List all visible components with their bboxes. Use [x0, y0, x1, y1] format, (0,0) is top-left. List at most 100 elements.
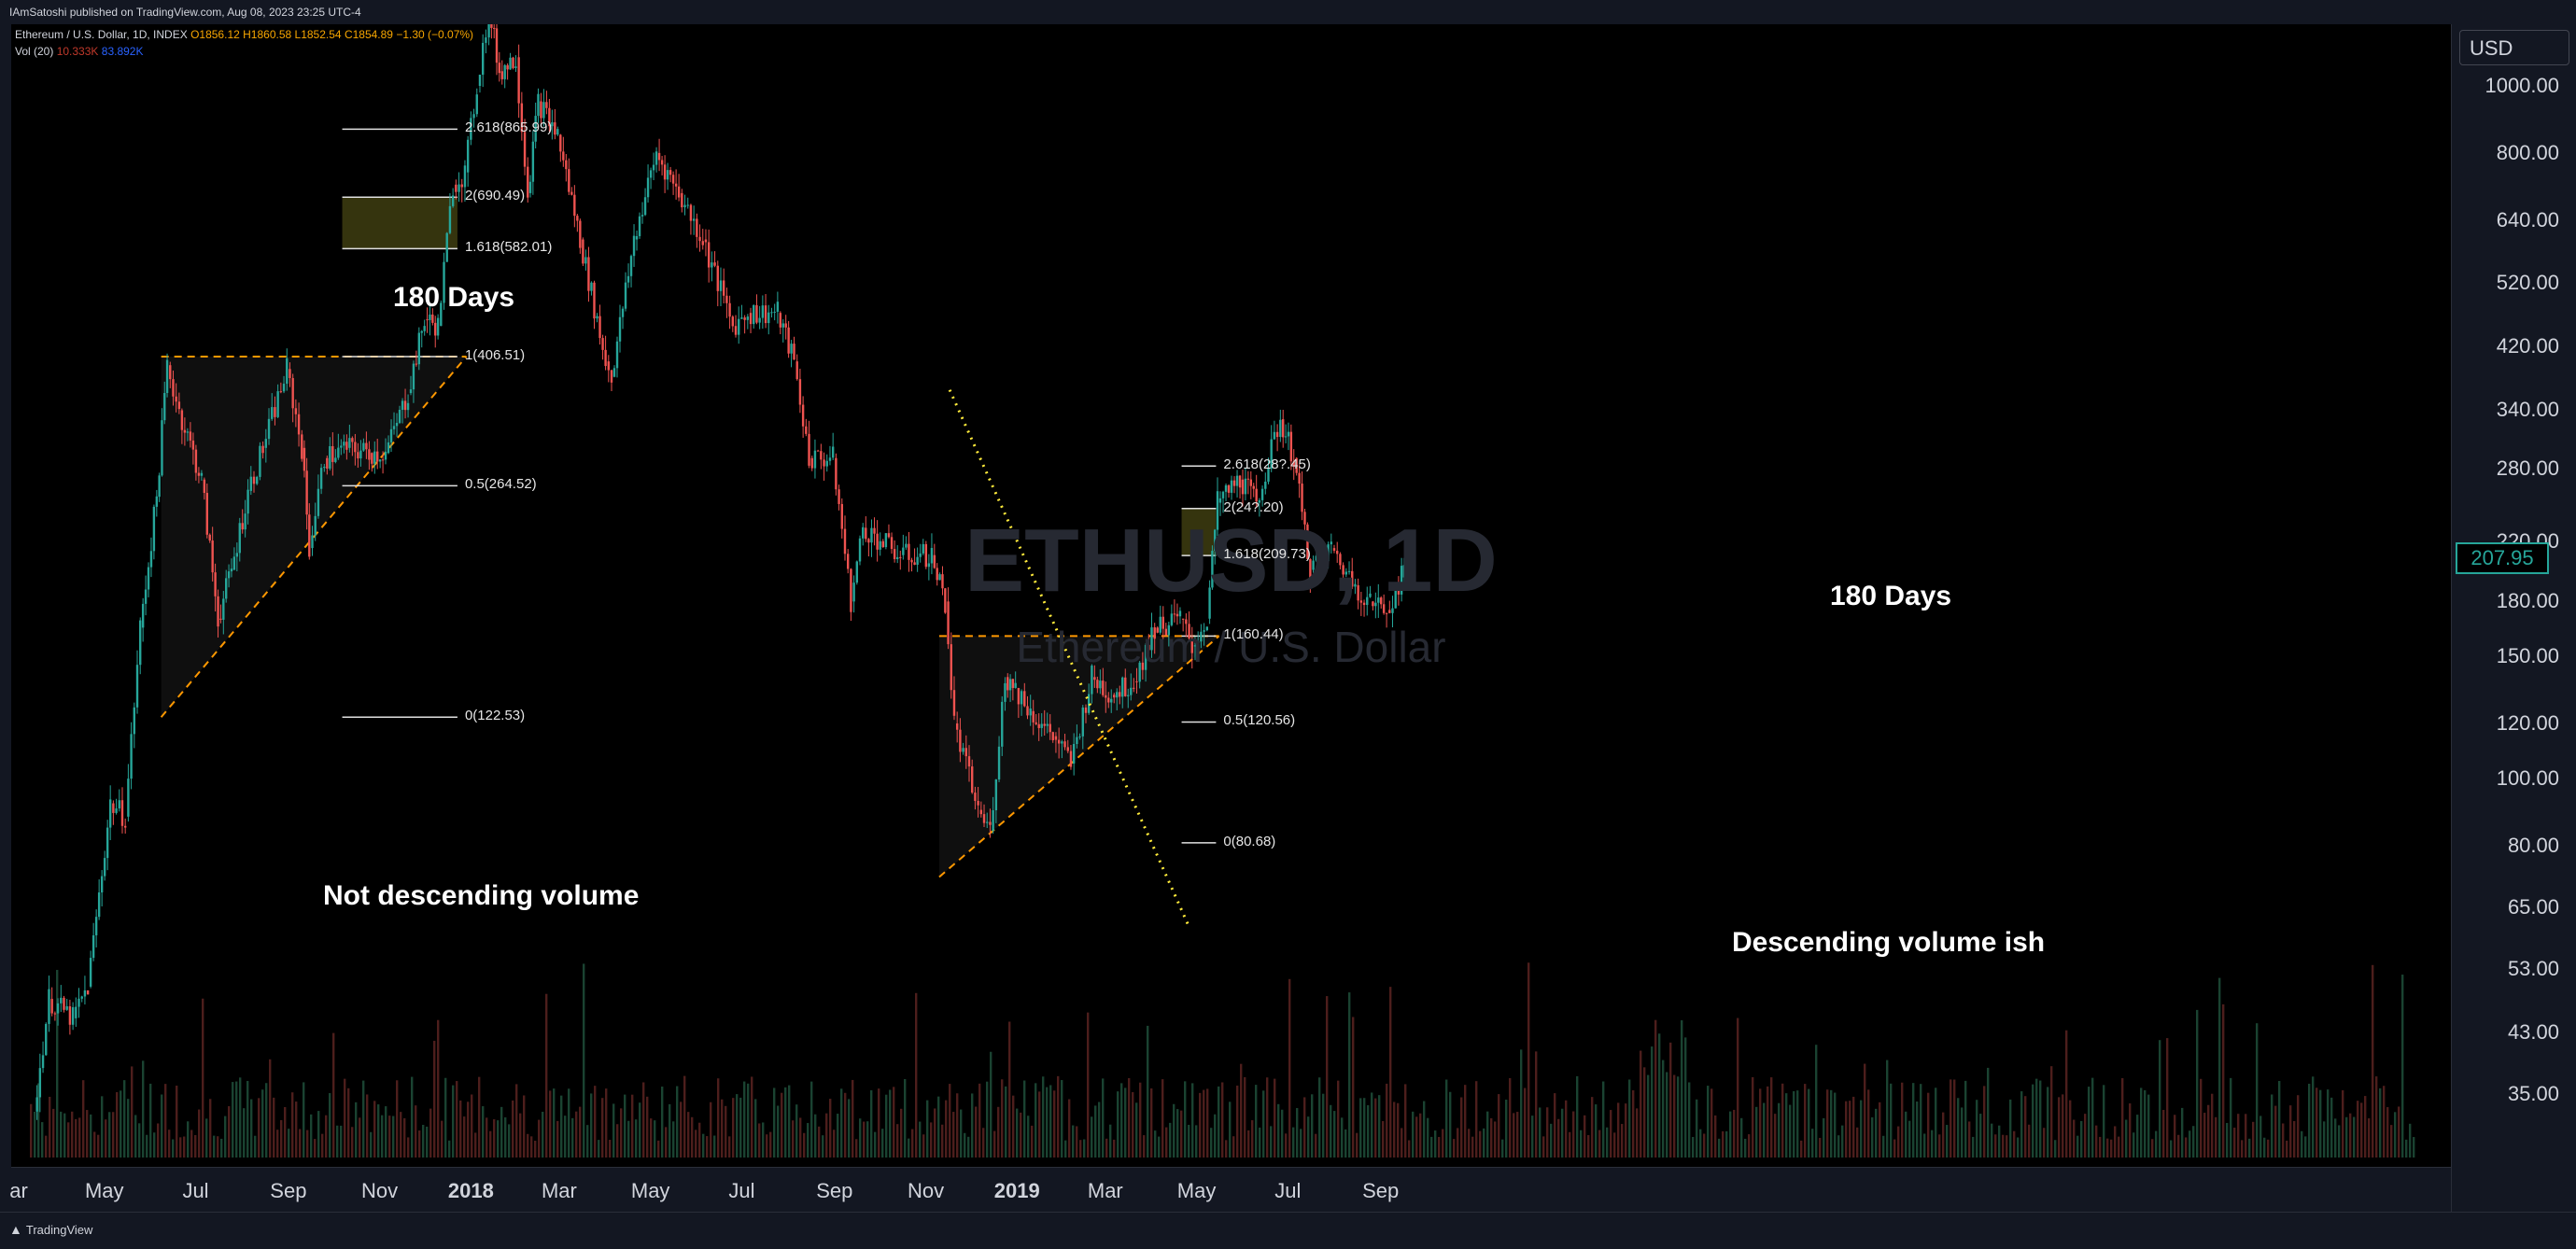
candle-body — [896, 556, 899, 559]
volume-bar — [713, 1135, 716, 1158]
candle-body — [1011, 679, 1015, 688]
volume-bar — [1942, 1112, 1945, 1158]
candle-body — [1397, 589, 1401, 595]
candle-body — [781, 323, 784, 328]
time-tick-label: Jul — [1274, 1179, 1302, 1202]
candle-body — [865, 527, 867, 540]
volume-bar — [1322, 1093, 1325, 1158]
volume-bar — [2218, 977, 2221, 1158]
volume-bar — [2166, 1038, 2169, 1158]
fib-target-zone-1 — [1181, 508, 1217, 556]
volume-bar — [710, 1102, 712, 1158]
candle-body — [1224, 484, 1228, 492]
candle-body — [852, 582, 855, 602]
candle-body — [517, 57, 520, 104]
price-tick-label: 180.00 — [2496, 589, 2559, 613]
volume-bar — [317, 1111, 320, 1158]
volume-bar — [228, 1106, 231, 1158]
volume-bar — [1808, 1088, 1810, 1158]
volume-bar — [1677, 1076, 1680, 1158]
candle-body — [1196, 641, 1200, 646]
currency-button[interactable]: USD — [2459, 30, 2569, 65]
candle-body — [776, 302, 780, 312]
volume-bar — [1740, 1117, 1743, 1158]
candle-body — [186, 431, 190, 433]
candle-body — [1354, 583, 1357, 587]
time-tick-label: May — [84, 1179, 124, 1202]
candle-body — [767, 312, 770, 324]
candle-body — [1292, 461, 1295, 467]
volume-bar — [112, 1112, 115, 1158]
candle-body — [106, 827, 109, 859]
volume-bar — [82, 1080, 85, 1158]
volume-bar — [2334, 1118, 2337, 1158]
volume-bar — [2375, 1076, 2378, 1158]
chart-canvas[interactable] — [11, 24, 2451, 1167]
candle-body — [130, 734, 133, 779]
candle-body — [671, 175, 675, 184]
volume-bar — [1023, 1080, 1026, 1158]
volume-bar — [1819, 1137, 1822, 1158]
candle-body — [867, 539, 870, 543]
tradingview-logo[interactable]: ▲ TradingView — [9, 1222, 92, 1237]
volume-bar — [49, 1096, 51, 1158]
candle-body — [520, 103, 524, 133]
volume-bar — [1793, 1090, 1795, 1158]
candle-body — [734, 326, 738, 335]
candle-body — [77, 998, 80, 1007]
volume-bar — [407, 1137, 410, 1158]
candle-body — [267, 418, 271, 440]
candle-body — [758, 317, 761, 323]
volume-bar — [1554, 1093, 1556, 1158]
chart-area[interactable]: ETHUSD, 1D Ethereum / U.S. Dollar Ethere… — [11, 24, 2451, 1167]
price-axis[interactable]: USD 1000.00 800.00 640.00 520.00 420.00 340.0… — [2451, 24, 2576, 1212]
candle-body — [1332, 548, 1336, 551]
volume-bar — [1468, 1129, 1471, 1158]
volume-bar — [2252, 1121, 2255, 1158]
volume-bar — [403, 1117, 406, 1158]
volume-bar — [2162, 1110, 2165, 1158]
candle-body — [1214, 529, 1217, 552]
volume-bar — [1513, 1113, 1515, 1158]
candle-body — [1330, 541, 1333, 545]
candle-body — [1069, 751, 1073, 767]
volume-bar — [788, 1085, 791, 1158]
volume-bar — [2312, 1076, 2315, 1158]
candle-body — [252, 476, 256, 484]
volume-bar — [205, 1118, 208, 1158]
candle-body — [381, 459, 385, 461]
volume-bar — [2196, 1009, 2199, 1158]
volume-bar — [183, 1136, 186, 1158]
volume-bar — [2159, 1040, 2161, 1158]
volume-bar — [781, 1092, 783, 1158]
candle-body — [1188, 624, 1190, 639]
candle-body — [773, 311, 776, 313]
time-axis[interactable]: ar May Jul Sep Nov 2018 Mar May Jul Sep Nov 2019 Mar… — [9, 1167, 2451, 1212]
candle-body — [1264, 481, 1267, 489]
candle-body — [289, 369, 291, 379]
candle-body — [1093, 677, 1096, 681]
volume-bar — [258, 1098, 260, 1158]
volume-bar — [930, 1122, 933, 1158]
candle-body — [1110, 698, 1113, 703]
volume-bar — [1438, 1136, 1441, 1158]
volume-bar — [127, 1099, 130, 1158]
volume-bar — [1901, 1082, 1904, 1158]
volume-bar — [952, 1112, 955, 1158]
volume-bar — [1613, 1132, 1616, 1158]
candle-body — [1205, 626, 1208, 631]
volume-bar — [1643, 1067, 1646, 1158]
volume-bar — [336, 1125, 339, 1158]
candle-body — [873, 527, 876, 534]
candle-body — [466, 139, 470, 173]
volume-bar — [504, 1116, 507, 1158]
candle-body — [401, 400, 404, 411]
volume-bar — [2192, 1126, 2195, 1158]
volume-bar — [2398, 1106, 2400, 1158]
volume-bar — [1927, 1092, 1930, 1158]
candle-body — [120, 800, 124, 826]
candle-body — [528, 181, 532, 193]
volume-bar — [810, 1081, 813, 1158]
volume-bar — [1303, 1097, 1306, 1158]
volume-bar — [97, 1134, 100, 1158]
